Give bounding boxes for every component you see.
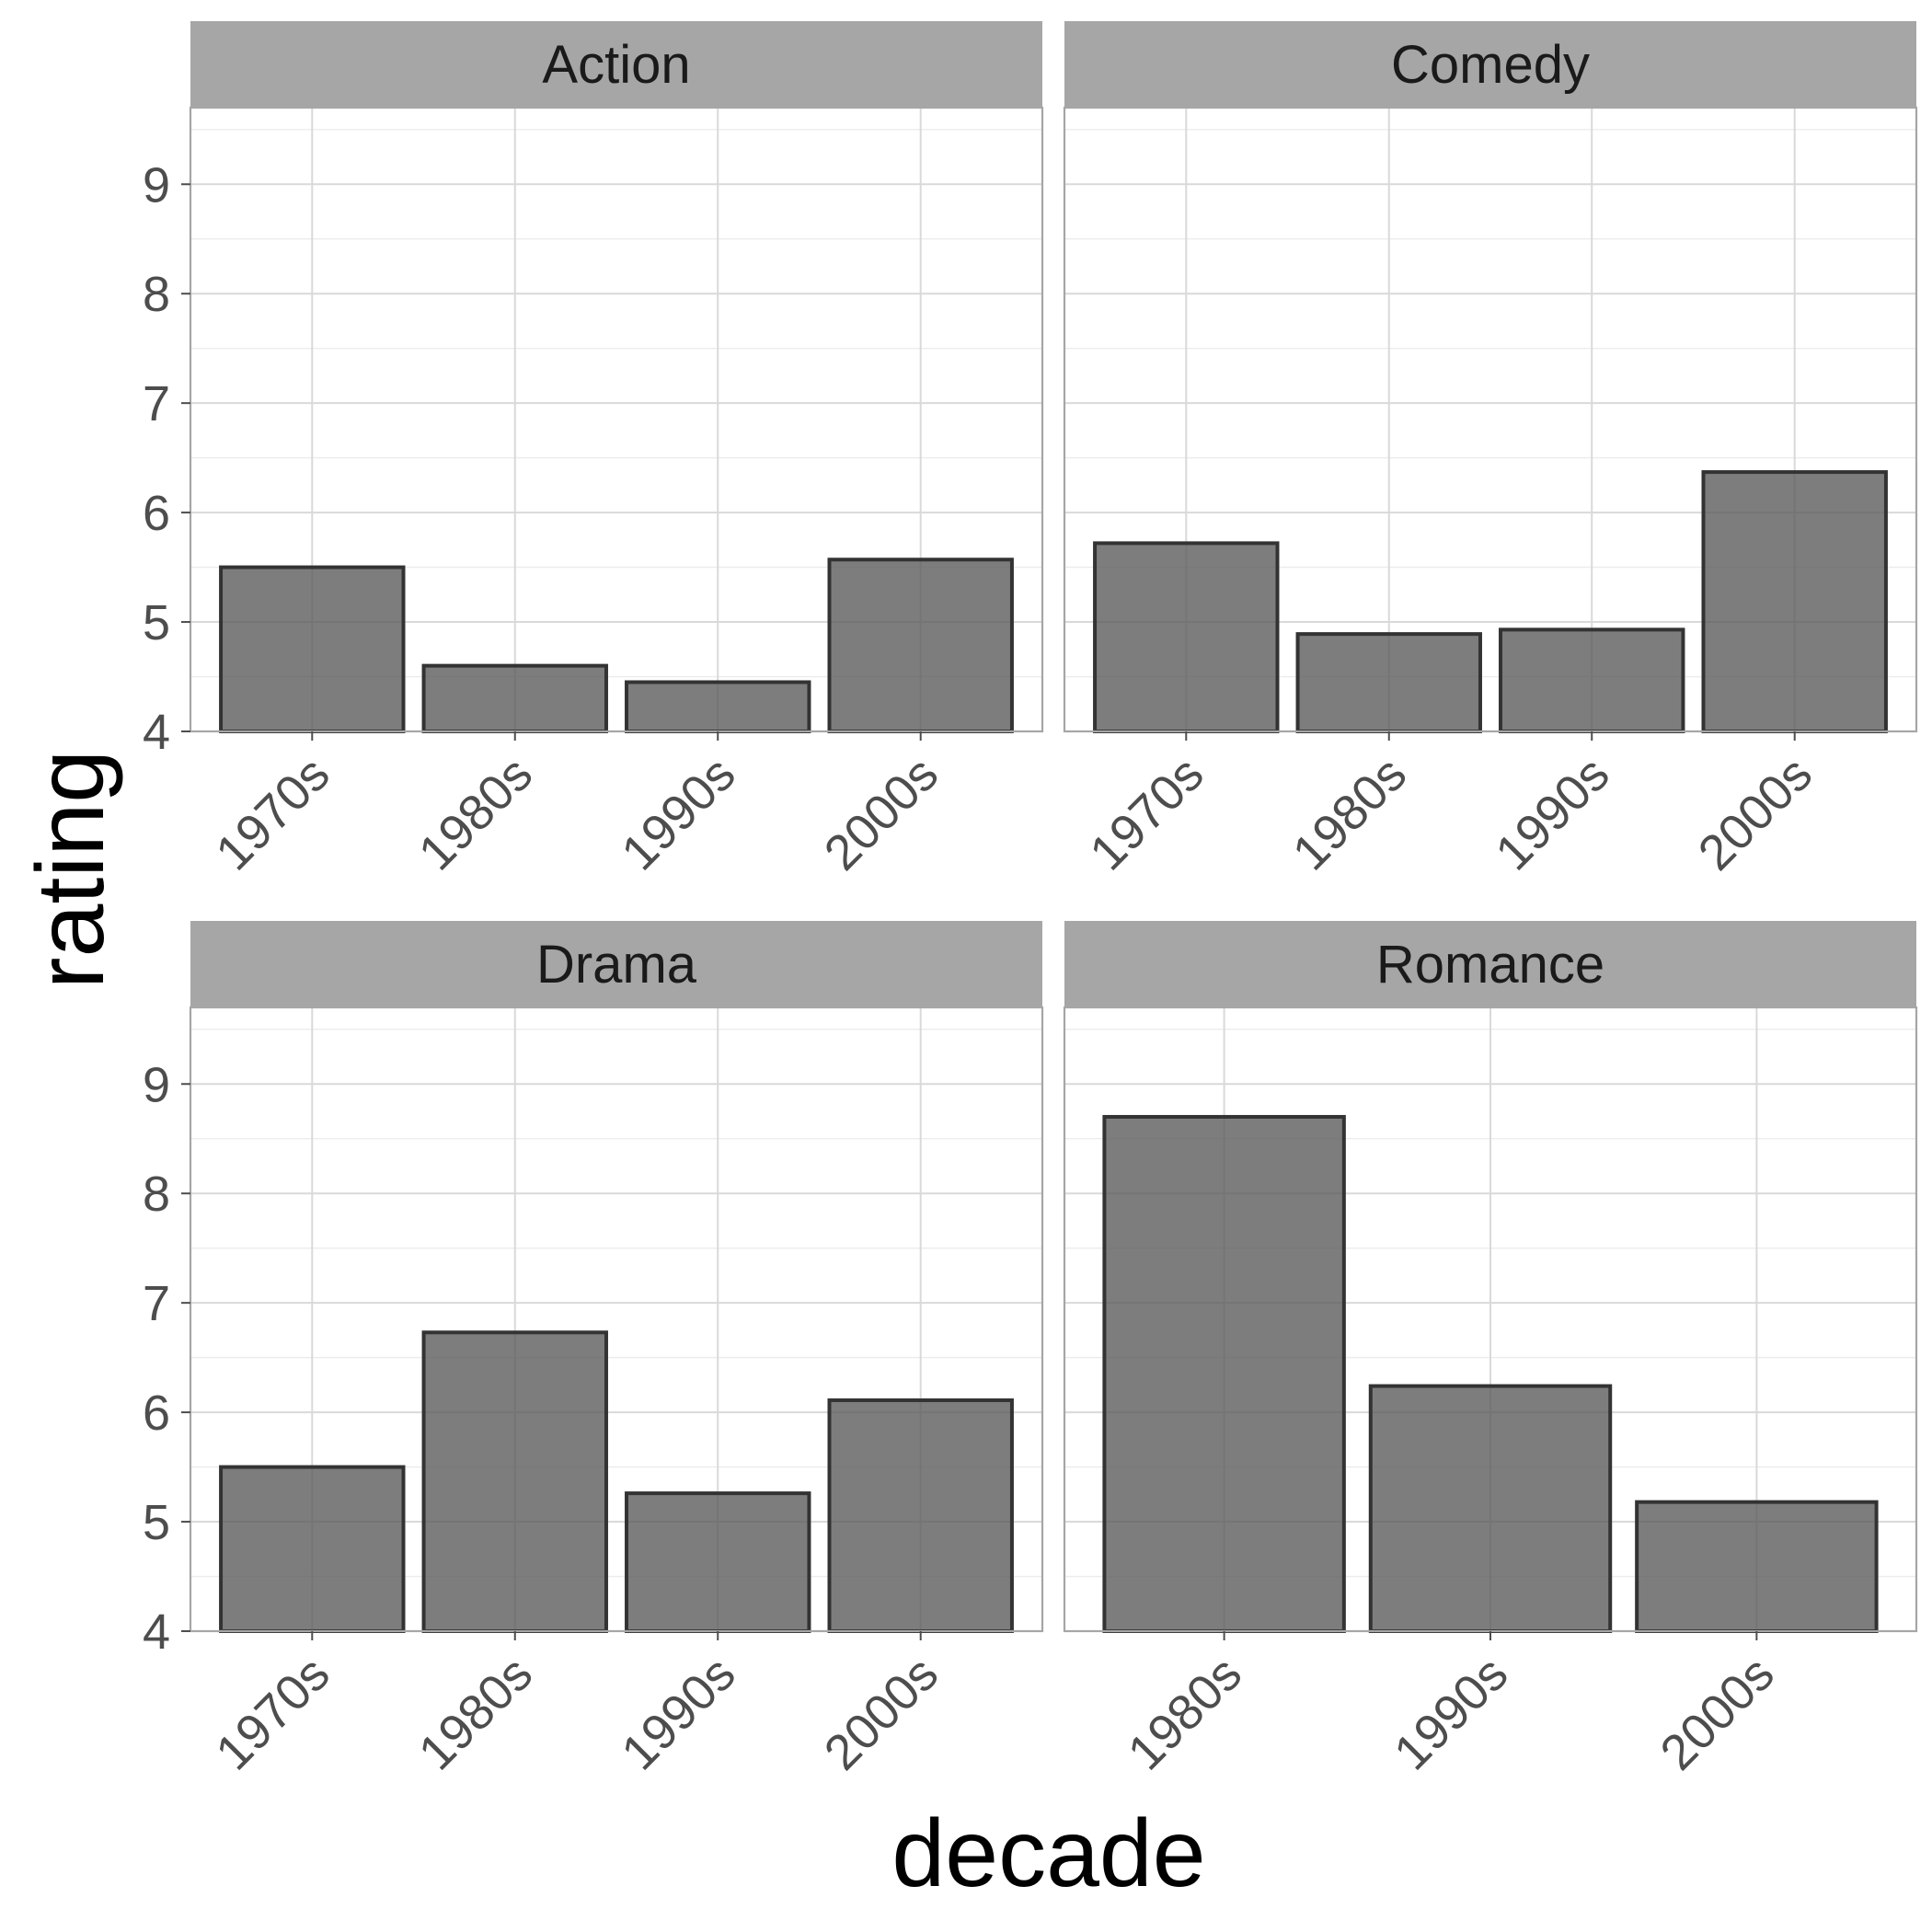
y-tick-label: 5 xyxy=(143,1495,170,1550)
facet-strip xyxy=(190,921,1042,1007)
panel-border xyxy=(189,106,1044,733)
x-tick-label: 1990s xyxy=(1485,746,1619,880)
x-tick-label: 2000s xyxy=(1688,746,1823,880)
bar-comedy-1980s xyxy=(1295,632,1482,733)
panel-border xyxy=(189,1006,1044,1633)
bar-action-2000s xyxy=(827,558,1014,733)
y-tick-label: 9 xyxy=(143,157,170,213)
panel-border xyxy=(1063,106,1918,733)
bar-romance-1990s xyxy=(1368,1384,1613,1633)
facet-strip-label: Comedy xyxy=(1391,35,1590,95)
y-tick-label: 7 xyxy=(143,376,170,431)
bar-drama-1990s xyxy=(625,1491,811,1634)
bar-action-1980s xyxy=(421,663,608,734)
bar-action-1990s xyxy=(625,680,811,734)
x-tick-label: 2000s xyxy=(814,1646,949,1780)
x-axis-title: decade xyxy=(891,1800,1205,1907)
x-tick-label: 1970s xyxy=(205,1646,339,1780)
bar-romance-1980s xyxy=(1102,1114,1346,1633)
facet-strip-label: Action xyxy=(542,35,690,95)
x-tick-label: 1990s xyxy=(1384,1646,1518,1780)
facet-panel-romance: Romance 1980s 1990s 2000s xyxy=(1063,921,1918,1781)
facet-strip xyxy=(190,21,1042,108)
y-tick-label: 6 xyxy=(143,486,170,541)
x-tick-label: 1980s xyxy=(1282,746,1417,880)
bar-drama-1970s xyxy=(219,1465,406,1634)
x-tick-label: 1970s xyxy=(205,746,339,880)
bar-drama-2000s xyxy=(827,1398,1014,1633)
y-tick-label: 8 xyxy=(143,267,170,322)
facet-panel-comedy: Comedy 1970s 1980s 1990s 2000s xyxy=(1063,21,1918,881)
y-tick-label: 6 xyxy=(143,1386,170,1441)
bar-drama-1980s xyxy=(421,1330,608,1633)
facet-strip xyxy=(1064,21,1916,108)
y-tick-label: 7 xyxy=(143,1276,170,1331)
bar-action-1970s xyxy=(219,565,406,733)
x-tick-label: 1990s xyxy=(611,1646,745,1780)
x-tick-label: 1970s xyxy=(1079,746,1213,880)
x-tick-label: 1980s xyxy=(408,746,543,880)
facet-panel-drama: Drama 4 5 6 7 8 9 1970s 1980s 1990s 2000s xyxy=(143,921,1044,1781)
facet-strip xyxy=(1064,921,1916,1007)
x-tick-label: 2000s xyxy=(1650,1646,1784,1780)
y-axis-title: rating xyxy=(17,750,124,989)
bar-comedy-1970s xyxy=(1093,541,1280,733)
y-tick-label: 9 xyxy=(143,1057,170,1112)
x-tick-label: 1980s xyxy=(1118,1646,1252,1780)
facet-panel-action: Action 4 5 6 7 8 9 1970s 1980s 1990s 2000s xyxy=(143,21,1044,881)
y-tick-label: 4 xyxy=(143,1604,170,1660)
x-tick-label: 2000s xyxy=(814,746,949,880)
bar-comedy-1990s xyxy=(1499,627,1685,734)
facet-strip-label: Drama xyxy=(536,935,697,995)
bar-romance-2000s xyxy=(1635,1500,1879,1633)
bar-comedy-2000s xyxy=(1701,470,1888,733)
facet-strip-label: Romance xyxy=(1376,935,1604,995)
y-tick-label: 8 xyxy=(143,1167,170,1222)
x-tick-label: 1980s xyxy=(408,1646,543,1780)
y-tick-label: 4 xyxy=(143,705,170,760)
y-tick-label: 5 xyxy=(143,595,170,650)
facet-panels: Action 4 5 6 7 8 9 1970s 1980s 1990s 2000s Comedy 19… xyxy=(143,21,1918,1781)
x-tick-label: 1990s xyxy=(611,746,745,880)
